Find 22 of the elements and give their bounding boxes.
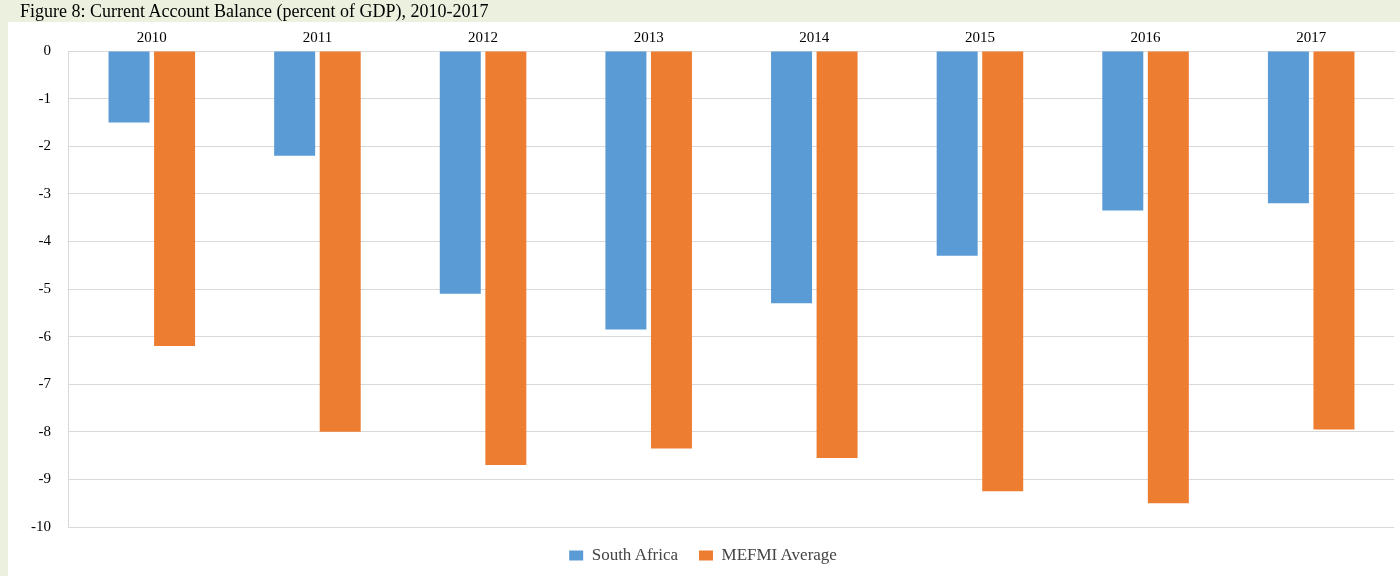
legend-label: South Africa bbox=[591, 544, 679, 564]
y-tick-label: -1 bbox=[38, 89, 51, 106]
y-tick-label: -7 bbox=[38, 375, 52, 392]
y-tick-label: -6 bbox=[38, 327, 52, 344]
x-tick-label: 2011 bbox=[302, 28, 333, 45]
x-tick-label: 2015 bbox=[964, 28, 995, 45]
y-tick-label: -3 bbox=[38, 184, 51, 201]
x-tick-label: 2012 bbox=[468, 28, 499, 45]
x-tick-label: 2014 bbox=[799, 28, 830, 45]
y-tick-label: -5 bbox=[38, 279, 51, 296]
x-tick-label: 2010 bbox=[136, 28, 167, 45]
y-tick-label: -9 bbox=[38, 470, 51, 487]
y-tick-label: 0 bbox=[43, 41, 51, 58]
x-tick-label: 2017 bbox=[1296, 28, 1327, 45]
y-tick-label: -8 bbox=[38, 422, 51, 439]
y-tick-label: -4 bbox=[38, 232, 52, 249]
legend-label: MEFMI Average bbox=[721, 544, 837, 564]
chart-title: Figure 8: Current Account Balance (percent of GDP), 2010-2017 bbox=[20, 0, 489, 22]
x-tick-label: 2013 bbox=[633, 28, 664, 45]
y-tick-label: -10 bbox=[31, 517, 51, 534]
y-tick-label: -2 bbox=[38, 137, 51, 154]
x-tick-label: 2016 bbox=[1130, 28, 1162, 45]
